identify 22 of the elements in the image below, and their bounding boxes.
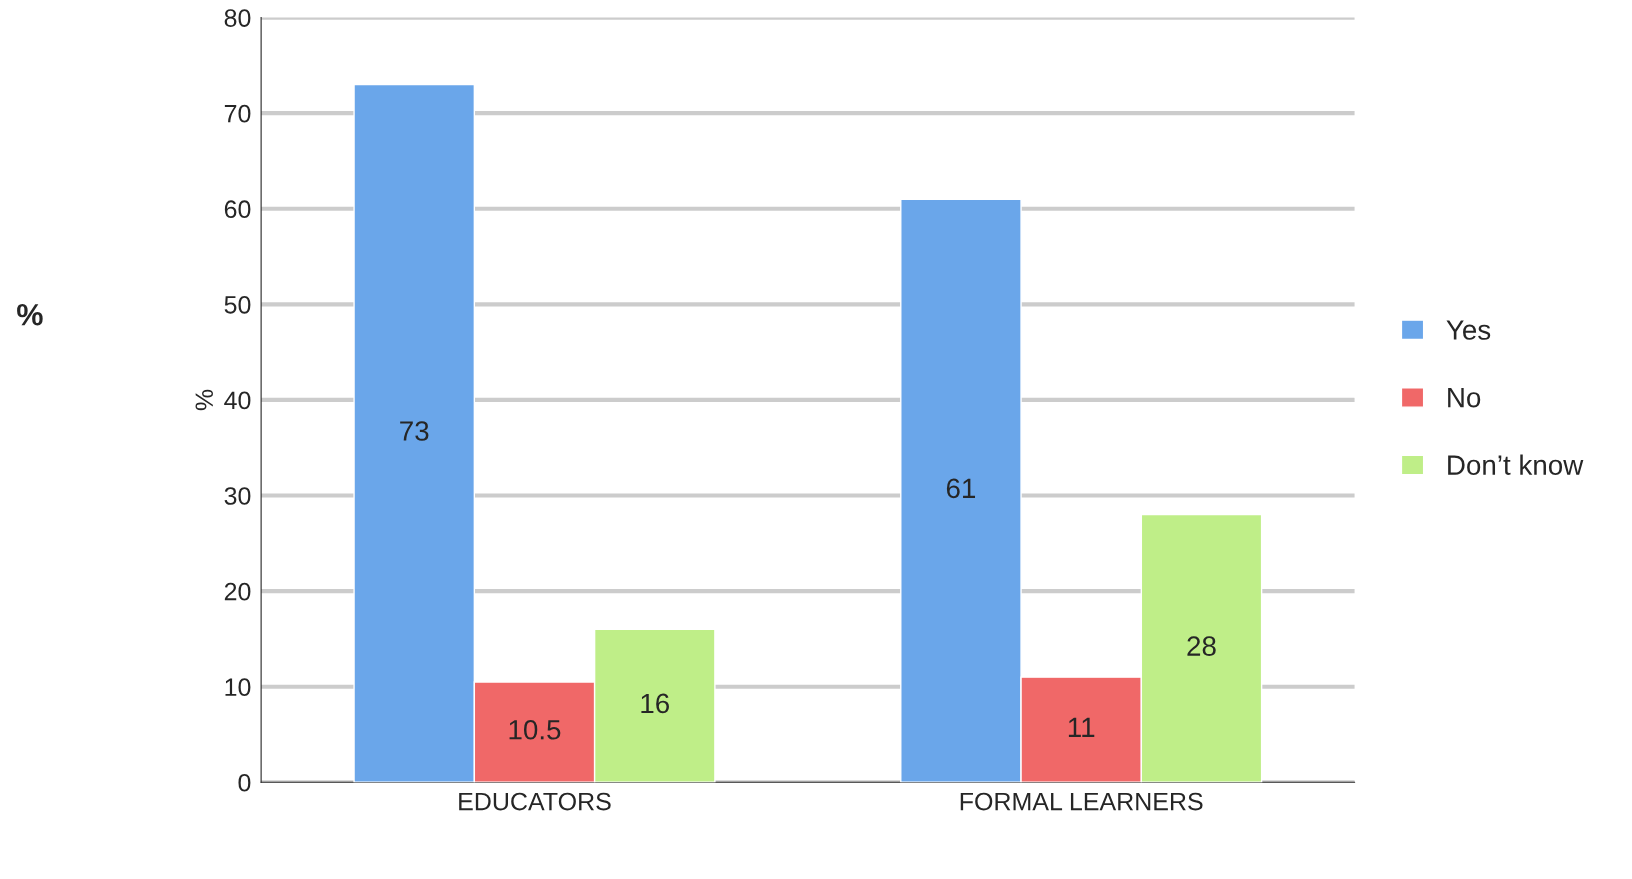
x-tick-label: FORMAL LEARNERS (960, 792, 1203, 811)
y-tick-label: 20 (224, 582, 251, 601)
y-tick-label: 70 (224, 104, 251, 123)
legend-label: Don’t know (1448, 454, 1584, 475)
legend-label: Yes (1446, 320, 1491, 340)
y-tick-label: 0 (238, 773, 251, 792)
y-tick-label: 40 (224, 391, 251, 410)
x-tick-label: EDUCATORS (459, 792, 611, 811)
data-label: 10.5 (509, 719, 561, 740)
data-label: 61 (946, 478, 976, 499)
y-tick-label: 10 (225, 678, 251, 697)
y-tick-label: 60 (224, 200, 251, 219)
data-label: 73 (400, 421, 429, 441)
data-label: 28 (1187, 636, 1216, 656)
y-tick-label: 50 (224, 295, 251, 314)
text: % (17, 303, 43, 326)
data-label: 11 (1068, 717, 1095, 737)
legend-label: No (1448, 388, 1481, 408)
data-label: 16 (641, 693, 669, 714)
y-axis-title: % (195, 389, 213, 411)
y-tick-label: 80 (224, 9, 251, 27)
y-tick-label: 30 (224, 487, 251, 505)
